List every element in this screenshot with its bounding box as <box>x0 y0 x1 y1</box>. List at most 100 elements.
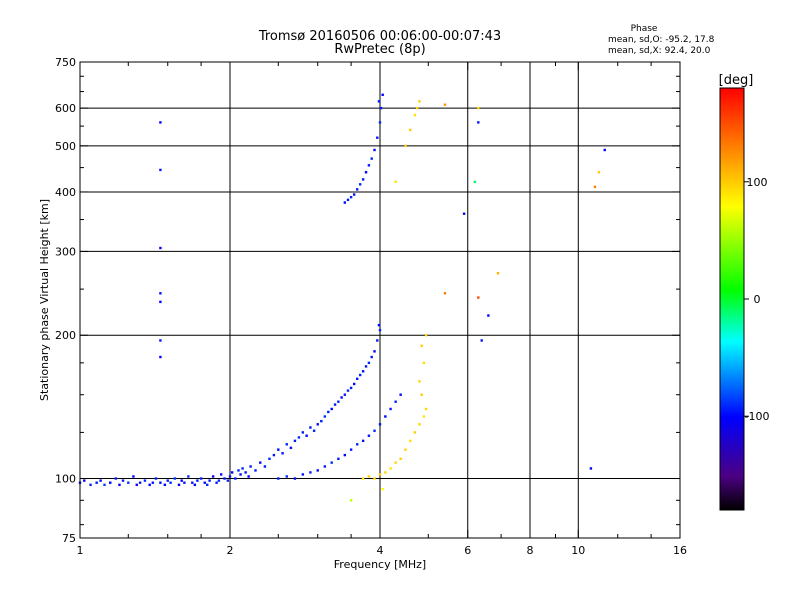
data-point <box>424 407 428 411</box>
data-point <box>373 429 376 432</box>
data-point <box>376 136 379 139</box>
data-point <box>496 272 500 275</box>
data-point <box>203 481 206 484</box>
data-point <box>346 198 350 202</box>
data-point <box>159 339 162 342</box>
data-point <box>154 477 158 480</box>
data-point <box>309 471 312 474</box>
data-point <box>384 471 387 474</box>
data-point <box>355 188 359 191</box>
data-point <box>462 212 466 215</box>
data-point <box>377 100 381 103</box>
data-point <box>205 483 209 487</box>
data-point <box>285 475 288 478</box>
data-point <box>376 339 379 342</box>
data-point <box>343 201 347 204</box>
data-point <box>422 361 426 365</box>
data-point <box>305 434 308 437</box>
data-point <box>254 469 257 472</box>
data-point <box>132 475 135 478</box>
data-point <box>268 457 271 461</box>
data-point <box>293 439 297 443</box>
data-point <box>337 457 340 461</box>
data-point <box>418 380 421 383</box>
data-point <box>217 479 221 482</box>
data-point <box>301 431 305 434</box>
data-point <box>418 100 421 103</box>
data-point <box>95 481 98 484</box>
data-point <box>394 461 397 464</box>
data-point <box>373 350 376 353</box>
data-point <box>424 334 428 337</box>
y-tick-label: 200 <box>55 329 76 342</box>
data-point <box>151 481 155 484</box>
data-point <box>378 328 382 332</box>
data-point <box>355 377 359 380</box>
data-point <box>297 436 301 439</box>
data-point <box>404 144 407 148</box>
data-point <box>143 479 147 482</box>
data-point <box>422 415 426 418</box>
data-point <box>367 475 371 478</box>
data-point <box>159 481 162 484</box>
data-point <box>418 423 421 426</box>
data-point <box>109 481 112 484</box>
data-point <box>159 121 162 124</box>
data-point <box>249 465 252 468</box>
data-point <box>159 168 162 172</box>
data-point <box>333 403 337 406</box>
data-point <box>379 106 383 110</box>
data-point <box>389 407 392 411</box>
phase-heading: Phase <box>631 24 658 34</box>
data-point <box>169 481 172 484</box>
data-point <box>340 396 343 399</box>
data-point <box>409 128 412 132</box>
data-point <box>343 453 347 457</box>
data-point <box>199 477 203 480</box>
data-point <box>364 365 368 368</box>
data-point <box>135 483 138 487</box>
x-tick-label: 10 <box>571 544 585 557</box>
x-axis-label: Frequency [MHz] <box>334 558 426 571</box>
data-point <box>361 439 365 443</box>
data-point <box>138 481 142 484</box>
data-point <box>312 429 316 432</box>
data-point <box>358 373 362 377</box>
data-point <box>159 300 162 304</box>
data-point <box>163 483 167 487</box>
data-point <box>399 393 402 396</box>
data-point <box>118 483 121 487</box>
data-point <box>367 164 371 167</box>
data-point <box>180 479 183 482</box>
data-point <box>327 410 330 414</box>
data-point <box>589 467 593 470</box>
colorbar <box>719 87 745 511</box>
data-point <box>381 487 384 491</box>
data-point <box>337 400 340 403</box>
data-point <box>404 448 407 451</box>
data-point <box>378 121 382 124</box>
colorbar-tick-label: 0 <box>754 293 761 306</box>
data-point <box>239 473 242 476</box>
x-tick-label: 16 <box>673 544 687 557</box>
data-point <box>183 481 186 484</box>
data-point <box>230 471 234 474</box>
data-point <box>244 471 247 474</box>
data-point <box>159 355 162 359</box>
data-point <box>361 178 365 181</box>
data-point <box>83 479 86 482</box>
x-tick-label: 6 <box>464 544 471 557</box>
data-point <box>364 171 368 174</box>
data-point <box>352 193 356 196</box>
data-point <box>301 473 305 476</box>
data-point <box>378 473 382 476</box>
data-point <box>355 443 359 446</box>
y-tick-label: 300 <box>55 245 76 258</box>
data-point <box>285 443 288 446</box>
data-point <box>177 483 181 487</box>
data-point <box>263 465 267 468</box>
data-point <box>316 469 319 472</box>
data-point <box>323 465 327 468</box>
data-point <box>603 148 606 152</box>
